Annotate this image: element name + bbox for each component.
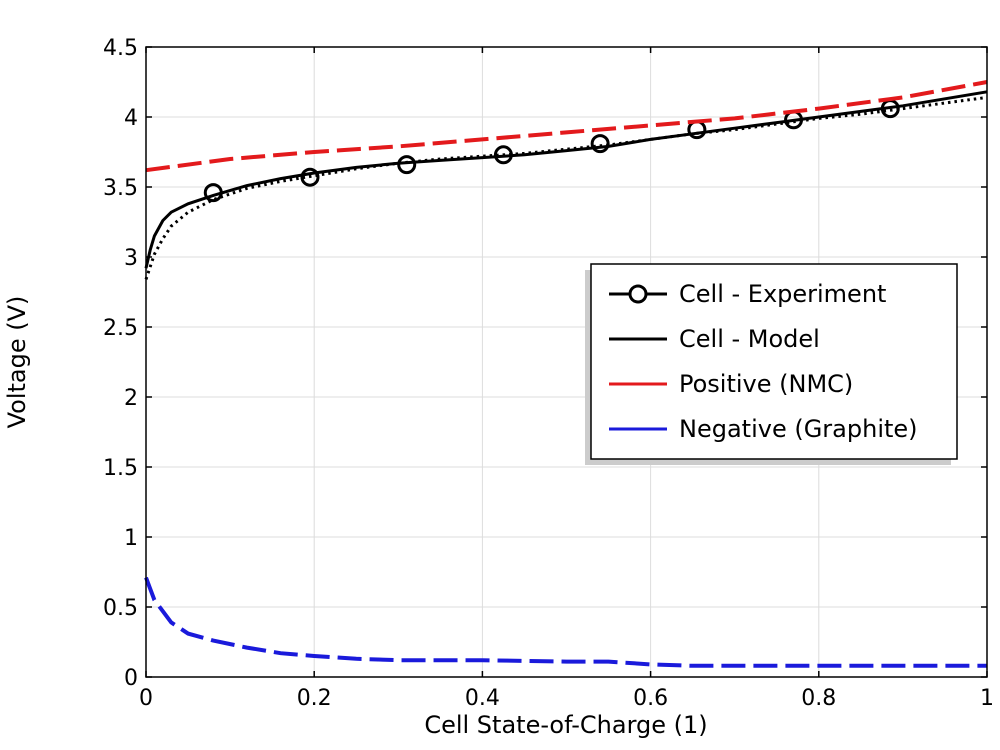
- experiment-marker: [300, 167, 320, 187]
- plot-frame: [145, 46, 988, 678]
- legend-label: Positive (NMC): [679, 370, 853, 398]
- y-tick-label: 1.5: [103, 456, 138, 481]
- legend-label: Negative (Graphite): [679, 415, 918, 443]
- y-tick-label: 3.5: [103, 176, 138, 201]
- x-tick-label: 0.6: [633, 686, 668, 711]
- x-tick-label: 0.4: [465, 686, 500, 711]
- y-tick-label: 0.5: [103, 596, 138, 621]
- experiment-marker: [397, 155, 417, 175]
- legend-marker: [628, 284, 648, 304]
- legend-label: Cell - Model: [679, 325, 820, 353]
- series-line-2: [144, 95, 988, 280]
- y-tick-label: 3: [124, 246, 138, 271]
- y-tick-label: 2.5: [103, 316, 138, 341]
- x-tick-label: 0.8: [801, 686, 836, 711]
- ticks: 0 0.2 0.4 0.6 0.8 1 0 0.5 1 1.5 2 2.5 3 3.5 4 4.5: [103, 36, 994, 711]
- series-line-1: [144, 90, 988, 269]
- x-tick-label: 1: [980, 686, 994, 711]
- y-tick-label: 4.5: [103, 36, 138, 61]
- x-tick-label: 0.2: [297, 686, 332, 711]
- y-tick-label: 0: [124, 666, 138, 691]
- legend: Cell - Experiment Cell - Model Positive (N…: [585, 263, 958, 465]
- series-line-3: [145, 80, 988, 173]
- legend-label: Cell - Experiment: [679, 280, 886, 308]
- legend-box: [590, 263, 958, 460]
- y-tick-label: 1: [124, 526, 138, 551]
- curves: [144, 80, 988, 668]
- legend-items: Cell - Experiment Cell - Model Positive (N…: [609, 280, 918, 443]
- series-line-4: [144, 576, 987, 668]
- y-tick-label: 4: [124, 106, 138, 131]
- y-tick-label: 2: [124, 386, 138, 411]
- x-axis-title: Cell State-of-Charge (1): [424, 711, 707, 739]
- y-axis-title: Voltage (V): [3, 296, 31, 429]
- x-tick-label: 0: [139, 686, 153, 711]
